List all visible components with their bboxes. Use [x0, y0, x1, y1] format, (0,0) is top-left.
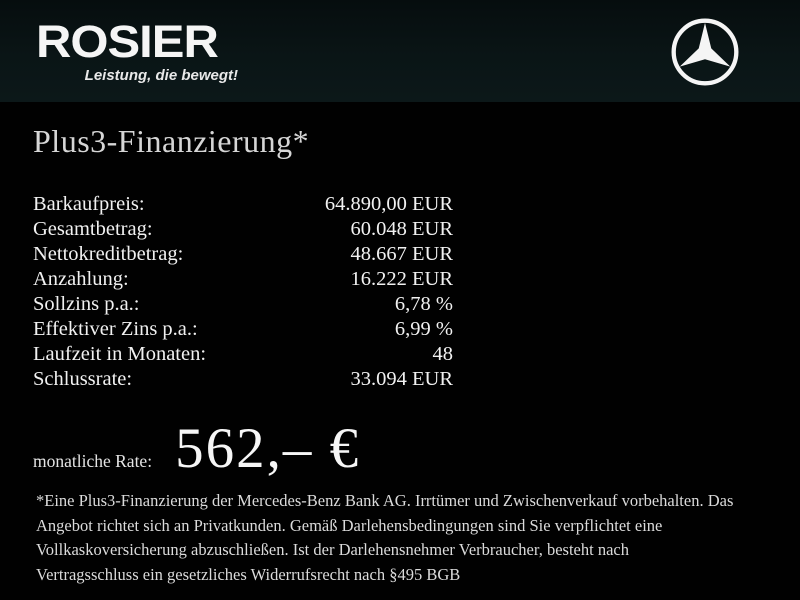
page-title: Plus3-Finanzierung*: [33, 123, 310, 159]
row-value: 33.094 EUR: [350, 368, 454, 390]
row-label: Sollzins p.a.:: [33, 293, 140, 315]
row-value: 16.222 EUR: [350, 268, 454, 290]
row-label: Effektiver Zins p.a.:: [33, 318, 198, 340]
table-row: Effektiver Zins p.a.: 6,99 %: [33, 317, 453, 342]
disclaimer-line: *Eine Plus3-Finanzierung der Mercedes-Be…: [36, 491, 734, 510]
rosier-logo: ROSIER Leistung, die bewegt!: [36, 17, 238, 84]
row-value: 48: [432, 343, 454, 365]
monthly-rate-label: monatliche Rate:: [33, 451, 153, 471]
table-row: Anzahlung: 16.222 EUR: [33, 267, 453, 292]
disclaimer-line: Vollkaskoversicherung abzuschließen. Ist…: [36, 540, 629, 560]
row-label: Laufzeit in Monaten:: [33, 343, 207, 365]
row-value: 6,99 %: [394, 318, 453, 340]
table-row: Gesamtbetrag: 60.048 EUR: [33, 217, 453, 242]
table-row: Sollzins p.a.: 6,78 %: [33, 292, 453, 317]
rosier-tagline: Leistung, die bewegt!: [84, 67, 238, 84]
disclaimer-line: Angebot richtet sich an Privatkunden. Ge…: [36, 515, 663, 535]
table-row: Schlussrate: 33.094 EUR: [33, 367, 453, 392]
disclaimer-line: Vertragsschluss ein gesetzliches Widerru…: [36, 564, 461, 584]
row-label: Gesamtbetrag:: [33, 218, 153, 240]
row-value: 6,78 %: [394, 293, 453, 315]
table-row: Barkaufpreis: 64.890,00 EUR: [33, 192, 453, 217]
row-label: Schlussrate:: [33, 368, 133, 390]
row-value: 48.667 EUR: [350, 243, 454, 265]
monthly-rate-value: 562,– €: [175, 417, 361, 480]
row-label: Nettokreditbetrag:: [33, 243, 184, 265]
row-value: 60.048 EUR: [350, 218, 454, 240]
row-value: 64.890,00 EUR: [324, 193, 453, 215]
finance-table: Barkaufpreis: 64.890,00 EUR Gesamtbetrag…: [33, 192, 453, 392]
rosier-logo-text: ROSIER: [36, 17, 219, 68]
disclaimer: *Eine Plus3-Finanzierung der Mercedes-Be…: [36, 489, 746, 587]
monthly-rate: monatliche Rate: 562,– €: [33, 420, 360, 478]
table-row: Nettokreditbetrag: 48.667 EUR: [33, 242, 453, 267]
header-bar: ROSIER Leistung, die bewegt!: [0, 0, 800, 102]
mercedes-star-icon: [669, 16, 741, 88]
table-row: Laufzeit in Monaten: 48: [33, 342, 453, 367]
row-label: Anzahlung:: [33, 268, 129, 290]
row-label: Barkaufpreis:: [33, 193, 145, 215]
